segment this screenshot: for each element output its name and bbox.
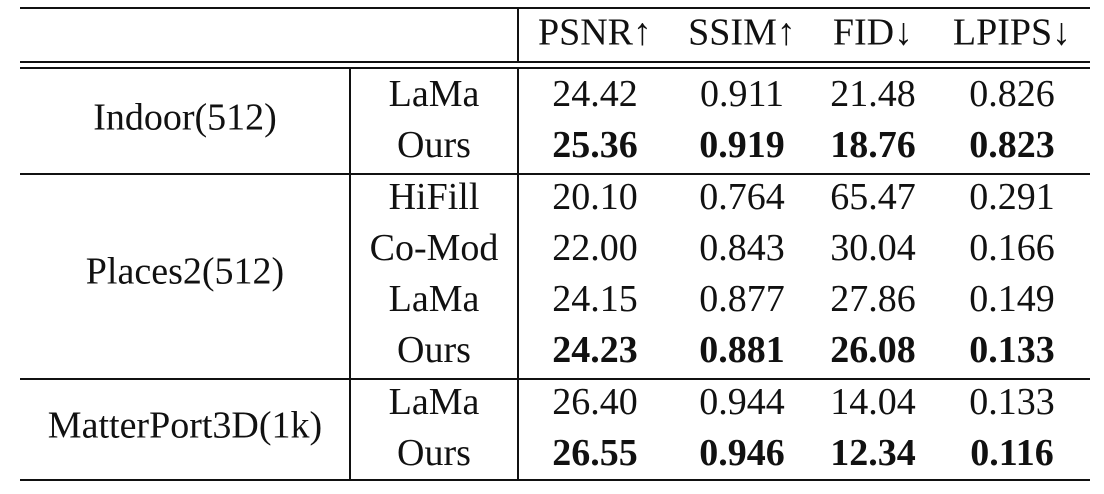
column-header: FID↓ <box>833 12 913 54</box>
metric-value: 0.881 <box>699 329 785 371</box>
metric-value: 0.911 <box>700 73 784 115</box>
metric-value: 0.764 <box>699 176 785 218</box>
method-name: HiFill <box>389 176 480 218</box>
metric-value: 25.36 <box>552 124 638 166</box>
metric-value: 22.00 <box>552 227 638 269</box>
metric-value: 12.34 <box>830 432 916 474</box>
metric-value: 26.40 <box>552 381 638 423</box>
method-name: LaMa <box>389 278 480 320</box>
metric-value: 27.86 <box>830 278 916 320</box>
metric-value: 18.76 <box>830 124 916 166</box>
column-header: LPIPS↓ <box>953 12 1071 54</box>
method-name: LaMa <box>389 73 480 115</box>
metric-value: 0.149 <box>969 278 1055 320</box>
metric-value: 30.04 <box>830 227 916 269</box>
method-name: Ours <box>397 329 471 371</box>
metric-value: 26.55 <box>552 432 638 474</box>
metric-value: 0.116 <box>970 432 1053 474</box>
column-header: PSNR↑ <box>538 12 652 54</box>
metric-value: 0.823 <box>969 124 1055 166</box>
metric-value: 0.944 <box>699 381 785 423</box>
group-name: Places2(512) <box>86 251 284 293</box>
metric-value: 14.04 <box>830 381 916 423</box>
group-name: MatterPort3D(1k) <box>48 405 322 447</box>
metric-value: 0.133 <box>969 381 1055 423</box>
metric-value: 21.48 <box>830 73 916 115</box>
metric-value: 24.23 <box>552 329 638 371</box>
metric-value: 0.166 <box>969 227 1055 269</box>
metric-value: 0.291 <box>969 176 1055 218</box>
method-name: Ours <box>397 432 471 474</box>
metric-value: 0.919 <box>699 124 785 166</box>
metric-value: 65.47 <box>830 176 916 218</box>
group-name: Indoor(512) <box>93 97 277 139</box>
method-name: LaMa <box>389 381 480 423</box>
metric-value: 0.843 <box>699 227 785 269</box>
metric-value: 0.877 <box>699 278 785 320</box>
metric-value: 0.826 <box>969 73 1055 115</box>
metric-value: 0.133 <box>969 329 1055 371</box>
metric-value: 0.946 <box>699 432 785 474</box>
method-name: Co-Mod <box>370 227 499 269</box>
column-header: SSIM↑ <box>688 12 796 54</box>
metric-value: 24.42 <box>552 73 638 115</box>
metric-value: 20.10 <box>552 176 638 218</box>
method-name: Ours <box>397 124 471 166</box>
metric-value: 26.08 <box>830 329 916 371</box>
metric-value: 24.15 <box>552 278 638 320</box>
